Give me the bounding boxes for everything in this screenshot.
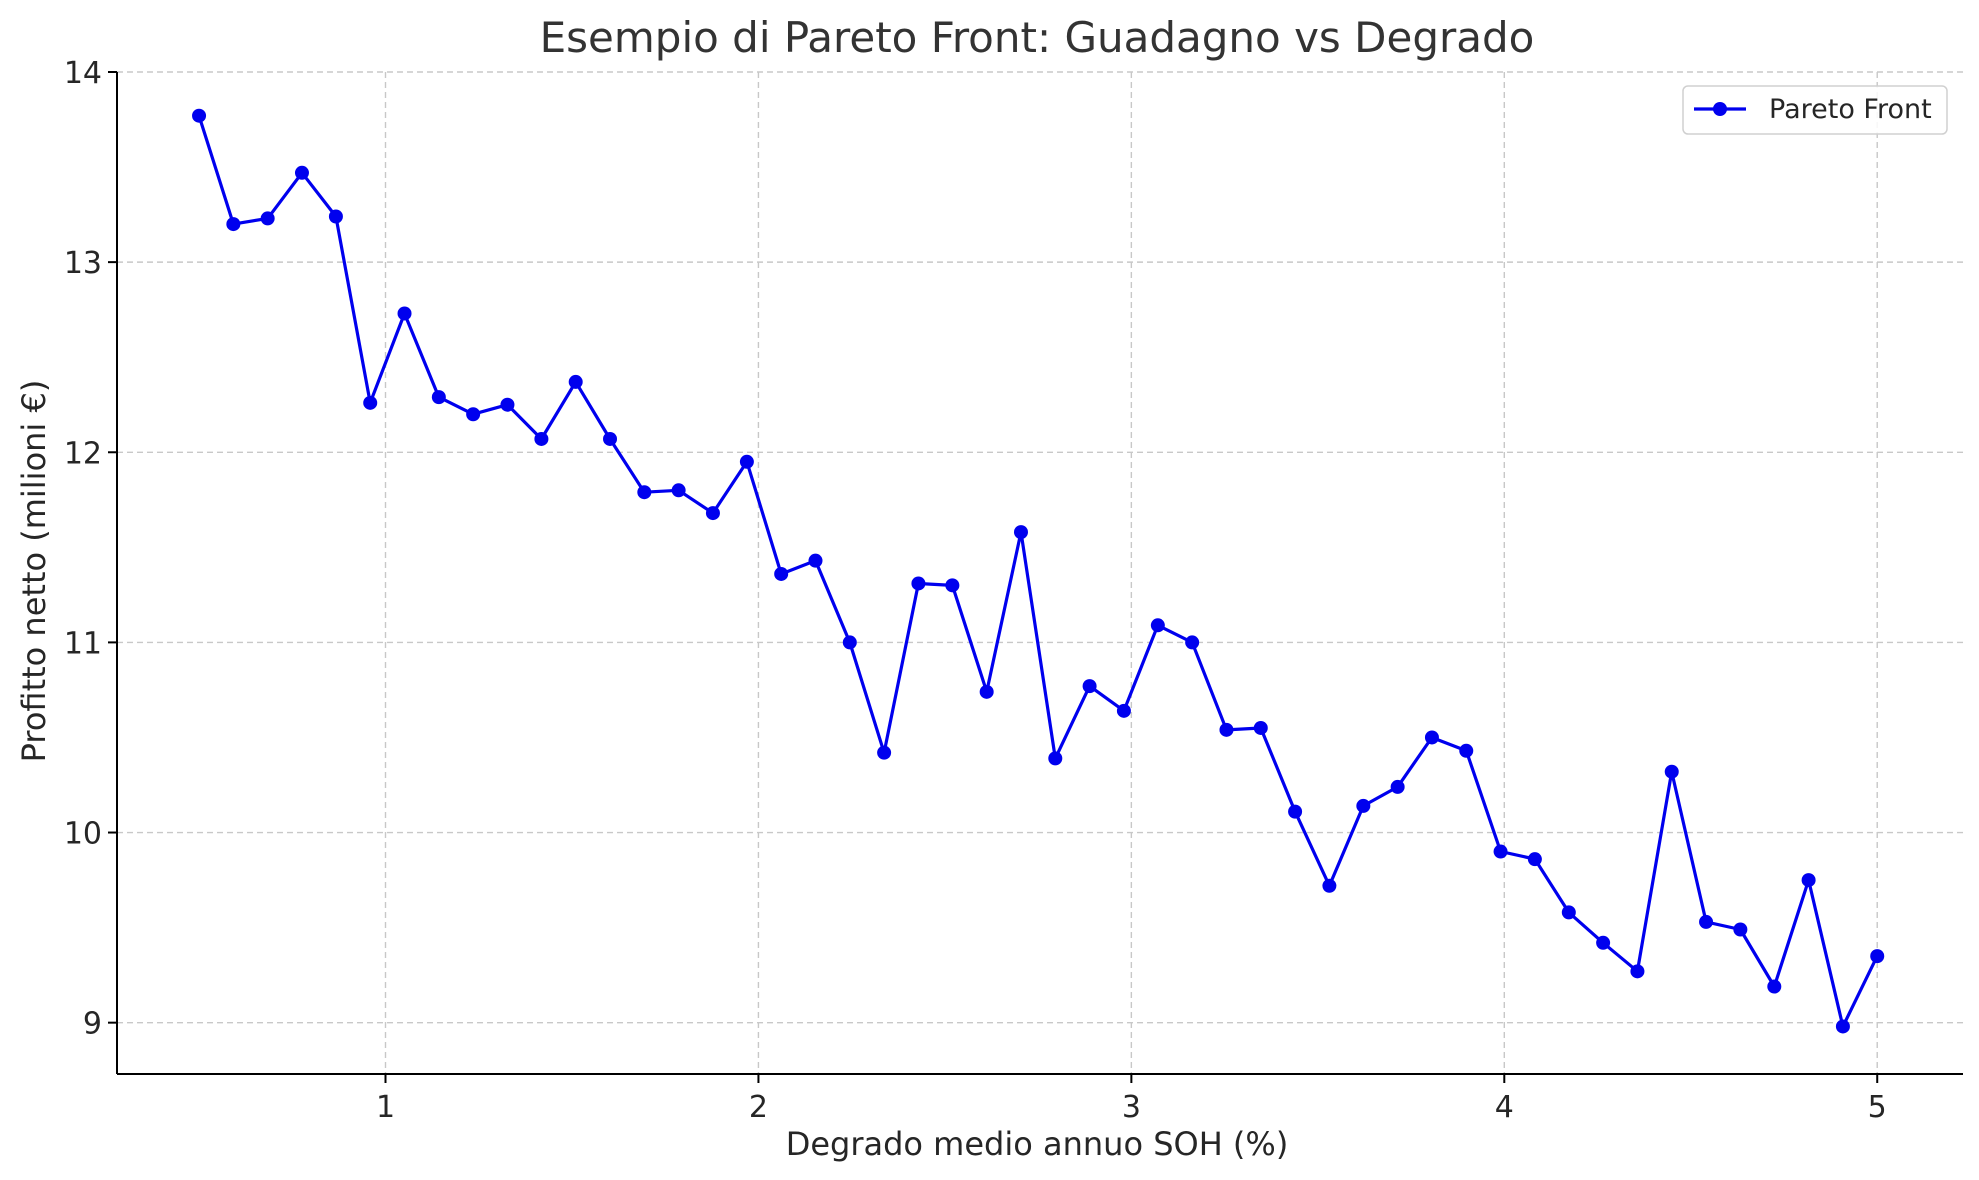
data-point bbox=[1356, 798, 1371, 813]
data-point bbox=[534, 431, 549, 446]
data-point bbox=[431, 390, 446, 405]
y-tick-label: 13 bbox=[64, 246, 102, 281]
x-tick-label: 1 bbox=[376, 1090, 395, 1125]
data-point bbox=[500, 397, 515, 412]
data-point bbox=[1185, 635, 1200, 650]
data-point bbox=[1253, 720, 1268, 735]
data-point bbox=[774, 566, 789, 581]
data-point bbox=[1733, 922, 1748, 937]
data-point bbox=[671, 483, 686, 498]
legend-label: Pareto Front bbox=[1769, 94, 1932, 125]
data-point bbox=[1801, 873, 1816, 888]
y-tick-label: 10 bbox=[64, 817, 102, 852]
x-tick-label: 3 bbox=[1122, 1090, 1141, 1125]
data-point bbox=[911, 576, 926, 591]
y-tick-label: 14 bbox=[64, 56, 102, 91]
data-point bbox=[1116, 703, 1131, 718]
data-point bbox=[1664, 764, 1679, 779]
data-point bbox=[1288, 804, 1303, 819]
x-tick-label: 4 bbox=[1495, 1090, 1514, 1125]
data-point bbox=[1082, 679, 1097, 694]
data-point bbox=[842, 635, 857, 650]
data-point bbox=[1459, 743, 1474, 758]
series-layer bbox=[192, 108, 1885, 1034]
data-point bbox=[1424, 730, 1439, 745]
data-point bbox=[1048, 751, 1063, 766]
data-point bbox=[1390, 779, 1405, 794]
x-tick-label: 5 bbox=[1868, 1090, 1887, 1125]
y-axis-title: Profitto netto (milioni €) bbox=[15, 380, 53, 763]
y-tick-label: 9 bbox=[83, 1007, 102, 1042]
data-point bbox=[1699, 914, 1714, 929]
data-point bbox=[637, 485, 652, 500]
data-point bbox=[603, 431, 618, 446]
legend-marker bbox=[1713, 102, 1727, 116]
data-point bbox=[1767, 979, 1782, 994]
data-point bbox=[1219, 722, 1234, 737]
data-point bbox=[397, 306, 412, 321]
data-point bbox=[1870, 949, 1885, 964]
data-point bbox=[363, 395, 378, 410]
data-point bbox=[260, 211, 275, 226]
data-point bbox=[568, 374, 583, 389]
data-point bbox=[1527, 852, 1542, 867]
y-tick-label: 12 bbox=[64, 436, 102, 471]
data-point bbox=[1322, 878, 1337, 893]
data-point bbox=[1150, 618, 1165, 633]
data-point bbox=[808, 553, 823, 568]
data-point bbox=[979, 684, 994, 699]
data-point bbox=[192, 108, 207, 123]
y-tick-label: 11 bbox=[64, 626, 102, 661]
x-tick-label: 2 bbox=[749, 1090, 768, 1125]
data-point bbox=[1561, 905, 1576, 920]
data-point bbox=[1493, 844, 1508, 859]
data-point bbox=[739, 454, 754, 469]
grid-layer bbox=[117, 71, 1963, 1074]
data-point bbox=[328, 209, 343, 224]
chart-title: Esempio di Pareto Front: Guadagno vs Deg… bbox=[540, 13, 1535, 62]
data-point bbox=[1630, 964, 1645, 979]
legend-box bbox=[1682, 85, 1948, 135]
legend: Pareto Front bbox=[1682, 85, 1948, 135]
data-point bbox=[226, 217, 241, 232]
data-point bbox=[1835, 1019, 1850, 1034]
data-point bbox=[294, 165, 309, 180]
data-point bbox=[945, 578, 960, 593]
data-point bbox=[705, 506, 720, 521]
data-point bbox=[877, 745, 892, 760]
x-axis-title: Degrado medio annuo SOH (%) bbox=[786, 1125, 1289, 1163]
series-line bbox=[197, 115, 1879, 1029]
data-point bbox=[1596, 935, 1611, 950]
data-point bbox=[466, 407, 481, 422]
data-point bbox=[1013, 525, 1028, 540]
